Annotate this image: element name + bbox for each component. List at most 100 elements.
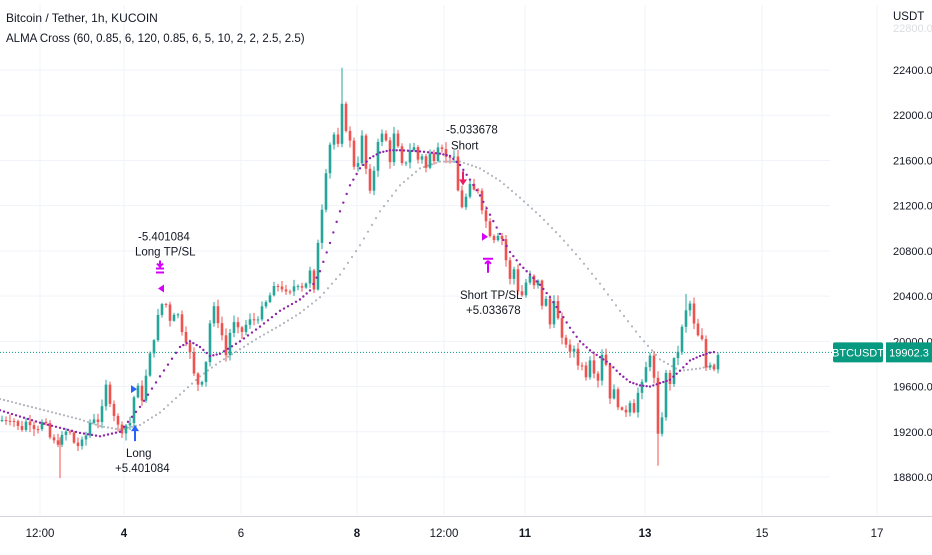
candle-body — [404, 162, 408, 164]
candle — [588, 356, 592, 380]
indicator-legend[interactable]: ALMA Cross (60, 0.85, 6, 120, 0.85, 6, 5… — [6, 33, 305, 45]
candle — [360, 130, 364, 166]
slow-alma-dot — [594, 277, 598, 280]
fast-alma-dot — [305, 292, 308, 295]
fast-alma-dot — [270, 315, 274, 319]
candle — [452, 150, 456, 164]
slow-alma-dot — [362, 237, 366, 240]
candle — [260, 301, 264, 322]
slow-alma-dot — [246, 343, 250, 346]
slow-alma-dot — [58, 413, 62, 416]
candle-body — [572, 348, 576, 352]
candle-body — [144, 375, 148, 401]
candle-body — [104, 384, 108, 407]
candle-body — [220, 323, 224, 336]
fast-alma-dot — [702, 353, 705, 357]
candle — [524, 279, 528, 298]
slow-alma-dot — [22, 403, 26, 407]
slow-alma-dot — [106, 426, 110, 429]
candle-body — [608, 364, 612, 399]
fast-alma-dot — [592, 351, 595, 354]
candle-body — [664, 372, 668, 418]
candle — [572, 345, 576, 358]
fast-alma-dot — [308, 289, 312, 292]
candle — [24, 417, 28, 432]
slow-alma-dot — [266, 331, 270, 334]
candle-body — [244, 324, 248, 332]
fast-alma-dot — [685, 362, 688, 366]
fast-alma-dot — [202, 348, 205, 352]
candle — [96, 413, 100, 429]
slow-alma-dot — [50, 411, 54, 414]
candle-body — [252, 319, 256, 321]
fast-alma-dot — [130, 415, 134, 419]
candle-body — [108, 384, 112, 404]
candle-body — [600, 354, 604, 381]
fast-alma-dot — [538, 283, 542, 287]
candle-body — [680, 326, 684, 352]
candle-body — [688, 303, 692, 311]
slow-alma-dot — [98, 425, 102, 428]
candle-body — [264, 302, 268, 307]
slow-alma-dot — [410, 174, 414, 177]
candle-body — [576, 348, 580, 366]
candle — [412, 142, 416, 152]
fast-alma-dot — [102, 434, 106, 437]
slow-alma-dot — [670, 365, 674, 368]
candle — [688, 300, 692, 317]
candle-body — [316, 242, 320, 290]
candle-body — [20, 426, 24, 430]
symbol-legend[interactable]: Bitcoin / Tether, 1h, KUCOIN — [6, 11, 158, 25]
fast-alma-dot — [708, 351, 712, 354]
candle — [92, 413, 96, 425]
candle-body — [536, 280, 540, 286]
candle — [28, 414, 32, 433]
fast-alma-dot — [625, 378, 628, 381]
fast-alma-dot — [154, 381, 158, 384]
candle-body — [676, 351, 680, 359]
candle — [180, 310, 184, 336]
time-tick-label: 6 — [238, 528, 244, 540]
signal-value: -5.401084 — [138, 232, 190, 244]
candle — [224, 328, 228, 362]
candle — [108, 381, 112, 408]
slow-alma-dot — [538, 214, 542, 217]
slow-alma-dot — [290, 316, 294, 320]
time-axis[interactable]: 12:00 4 6 8 12:00 11 13 15 17 — [26, 528, 884, 540]
candle-body — [412, 147, 416, 151]
fast-alma-dot — [482, 200, 485, 204]
candle-body — [288, 291, 292, 293]
candle-body — [456, 156, 460, 191]
slow-alma-dot — [194, 378, 198, 382]
price-axis[interactable]: 22400.0 22000.0 21600.0 21200.0 20800.0 20400… — [893, 23, 932, 484]
candle-body — [352, 140, 356, 167]
candle-body — [16, 421, 20, 427]
candle — [464, 193, 468, 210]
candle-body — [472, 184, 476, 190]
fast-alma-dot — [254, 328, 258, 331]
slow-alma-dot — [154, 413, 158, 417]
candle — [352, 137, 356, 170]
candle-body — [164, 304, 168, 306]
slow-alma-dot — [662, 360, 666, 363]
candle-body — [216, 306, 220, 324]
candle-body — [624, 409, 628, 413]
fast-alma-dot — [294, 300, 298, 303]
slow-alma-dot — [238, 348, 242, 351]
candle — [68, 429, 72, 435]
candle — [296, 284, 300, 291]
fast-alma-dot — [0, 409, 2, 412]
slow-alma-dot — [42, 409, 46, 412]
candle-body — [196, 373, 200, 385]
candle — [556, 295, 560, 320]
fast-alma-dot — [372, 155, 375, 158]
candle — [368, 164, 372, 194]
fast-alma-dot — [410, 149, 414, 153]
slow-alma-dot — [686, 368, 690, 371]
fast-alma-dot — [352, 178, 355, 181]
fast-alma-dot — [445, 153, 448, 157]
slow-alma-dot — [574, 253, 578, 256]
candle-body — [212, 306, 216, 324]
